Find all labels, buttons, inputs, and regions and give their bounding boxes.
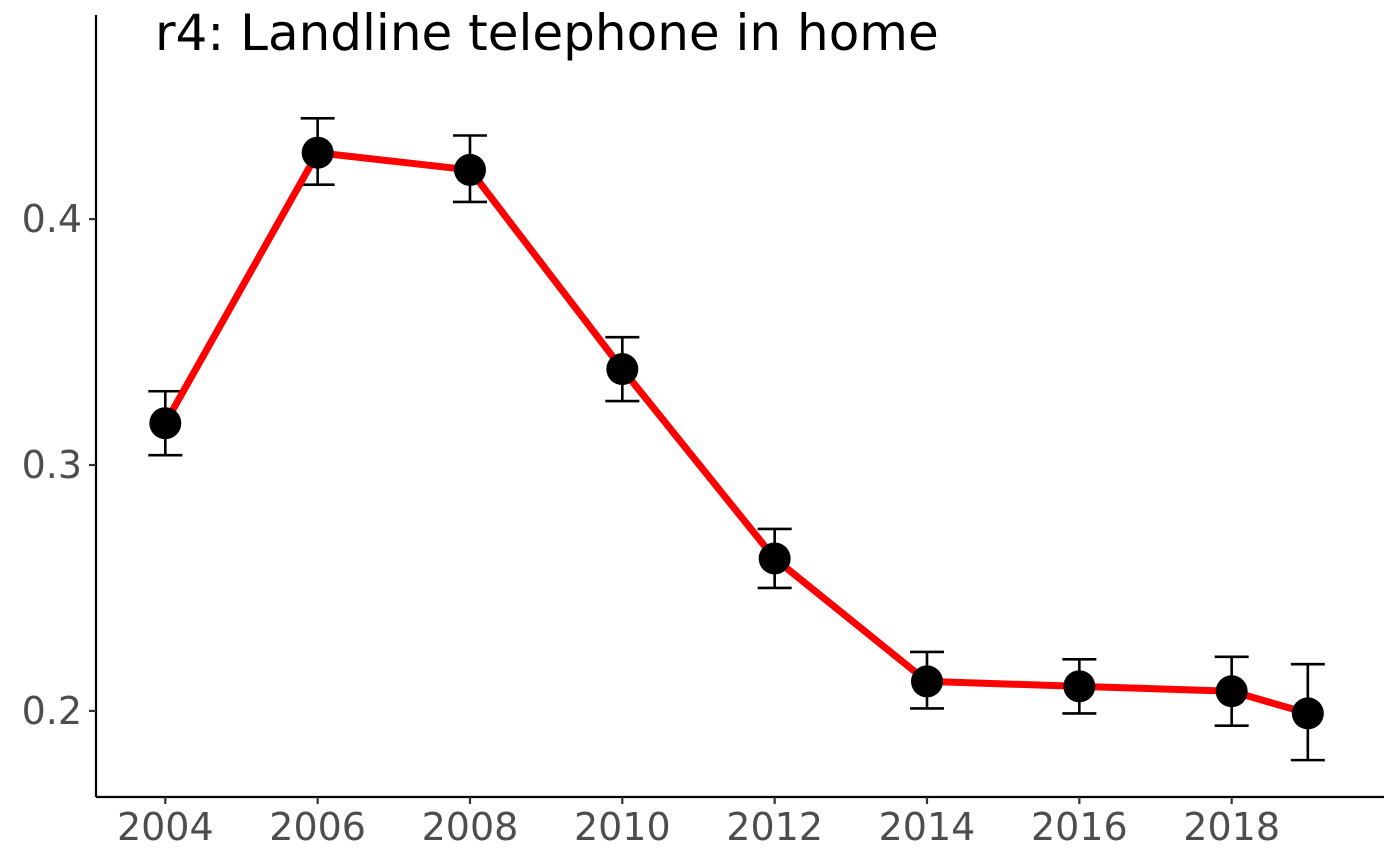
y-axis-ticks: 0.2 0.3 0.4 <box>22 197 96 733</box>
data-point <box>1291 697 1324 730</box>
y-tick-label: 0.2 <box>22 689 82 733</box>
x-tick-label: 2006 <box>269 805 366 849</box>
data-point <box>1063 670 1096 703</box>
data-point <box>1215 675 1248 708</box>
series-line <box>162 149 1309 717</box>
data-points <box>149 136 1324 730</box>
data-point <box>149 407 182 440</box>
data-point <box>301 136 334 169</box>
x-tick-label: 2012 <box>726 805 823 849</box>
data-point <box>758 542 791 575</box>
series-lines <box>162 149 1309 717</box>
x-tick-label: 2004 <box>117 805 214 849</box>
x-tick-label: 2016 <box>1031 805 1128 849</box>
x-tick-label: 2018 <box>1183 805 1280 849</box>
error-bars <box>148 116 1325 762</box>
x-tick-label: 2014 <box>879 805 976 849</box>
x-tick-label: 2010 <box>574 805 671 849</box>
x-tick-label: 2008 <box>422 805 519 849</box>
data-point <box>453 153 486 186</box>
data-point <box>910 665 943 698</box>
data-point <box>606 353 639 386</box>
chart-title: r4: Landline telephone in home <box>155 4 939 62</box>
y-tick-label: 0.3 <box>22 443 82 487</box>
axes <box>94 15 1384 799</box>
x-axis-ticks: 2004 2006 2008 2010 2012 2014 2016 2018 <box>117 797 1280 849</box>
y-tick-label: 0.4 <box>22 197 82 241</box>
